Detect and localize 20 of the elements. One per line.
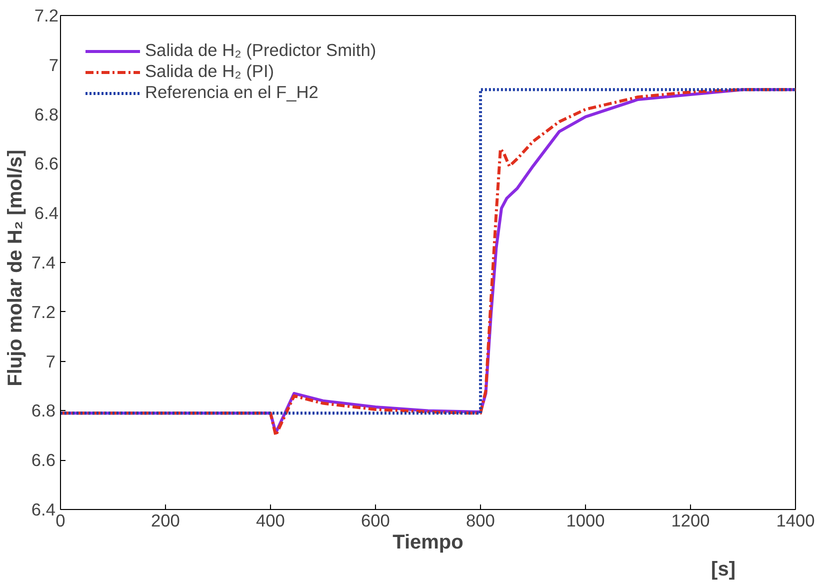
legend-label: Referencia en el F_H2 [145,82,318,103]
y-tick-label: 7.4 [31,252,56,272]
x-axis-title: Tiempo [392,532,464,554]
legend-label: Salida de H₂ (Predictor Smith) [145,40,376,61]
x-tick-label: 600 [361,510,390,530]
y-tick-label: 6.8 [31,400,56,421]
x-tick-label: 800 [466,510,495,530]
legend-label: Salida de H₂ (PI) [145,61,274,82]
text: [s] [711,558,736,580]
y-tick-label: 7 [46,351,56,372]
y-tick-label: 6.6 [31,450,56,470]
y-axis-title: Flujo molar de H₂ [mol/s] [4,150,26,386]
x-tick-label: 1200 [671,510,710,530]
y-tick-label: 7.2 [31,302,56,322]
x-tick-label: 400 [256,510,285,530]
x-tick-label: 0 [56,510,66,530]
x-tick-label: 1000 [566,510,605,530]
x-tick-label: 200 [151,510,180,530]
y-tick-label: 6.4 [31,500,56,520]
x-tick-label: 1400 [776,510,815,530]
